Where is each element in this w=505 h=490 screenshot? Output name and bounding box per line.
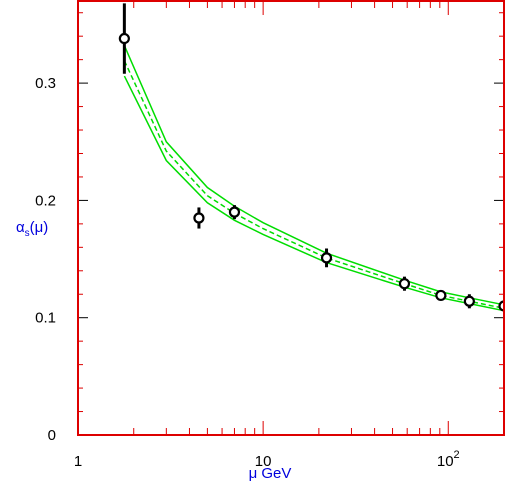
x-tick-label: 102: [437, 449, 460, 470]
point-marker: [193, 212, 205, 224]
x-axis-title: μ GeV: [249, 465, 292, 482]
y-tick-label: 0.2: [35, 192, 56, 209]
x-tick-labels: 1 10 102: [74, 449, 460, 470]
plot-frame: [77, 0, 505, 436]
data-point: [463, 294, 475, 309]
x-tick-label: 10: [255, 453, 272, 470]
curve-central: [123, 60, 505, 310]
x-tick-label-base: 10: [437, 453, 454, 470]
point-marker: [398, 278, 411, 290]
y-tick-labels: 0 0.1 0.2 0.3: [35, 75, 56, 444]
y-tick-label: 0.3: [35, 75, 56, 92]
point-marker: [435, 289, 447, 302]
x-tick-label-exponent: 2: [454, 449, 460, 461]
axis-ticks: [77, 1, 505, 436]
x-tick-label: 1: [74, 453, 82, 470]
y-tick-label: 0: [48, 427, 56, 444]
y-axis-title-tail: (μ): [30, 219, 49, 236]
data-point: [118, 3, 130, 74]
data-point: [398, 276, 411, 291]
point-marker: [320, 252, 333, 264]
curve-upper: [123, 45, 505, 306]
data-point: [193, 207, 205, 229]
y-axis-title-main: α: [16, 219, 25, 236]
x-tick-label-base: 10: [255, 453, 272, 470]
data-point: [228, 205, 241, 220]
point-marker: [463, 295, 475, 307]
y-tick-label: 0.1: [35, 310, 56, 327]
theory-band: [123, 45, 505, 312]
data-points: [118, 3, 505, 312]
y-axis-title: αs(μ): [16, 219, 48, 239]
data-point: [320, 248, 333, 268]
data-point: [435, 289, 447, 302]
point-marker: [118, 32, 130, 45]
x-tick-label-base: 1: [74, 453, 82, 470]
point-marker: [228, 206, 241, 218]
y-axis-title-sub: s: [25, 228, 30, 239]
curve-lower: [123, 75, 505, 312]
